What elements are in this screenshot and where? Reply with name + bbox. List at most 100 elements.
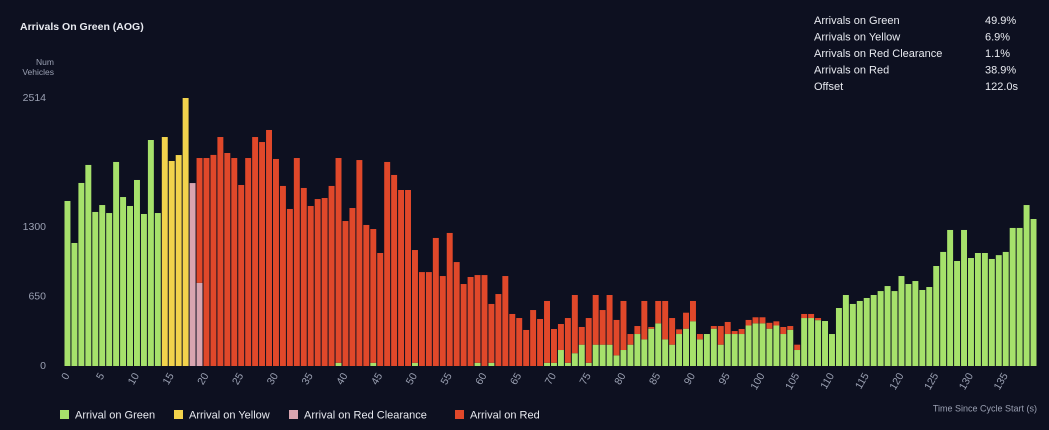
bar-segment: [738, 329, 745, 335]
bar-segment: [474, 362, 481, 366]
bar-segment: [516, 318, 523, 366]
x-tick-label: 135: [992, 371, 1011, 392]
bar-segment: [182, 98, 189, 366]
bar-segment: [690, 300, 696, 322]
bar-segment: [377, 253, 384, 366]
bar-segment: [745, 325, 752, 366]
bar-segment: [1002, 251, 1009, 366]
bar-segment: [453, 262, 460, 366]
bar-segment: [808, 318, 815, 366]
x-tick-label: 90: [682, 371, 698, 387]
bar-segment: [231, 158, 238, 366]
x-tick-label: 30: [265, 371, 281, 387]
bar-segment: [571, 353, 578, 366]
bar-segment: [439, 276, 446, 366]
bar-segment: [926, 287, 933, 366]
y-tick-label: 1300: [23, 221, 47, 233]
stat-label: Arrivals on Red Clearance: [814, 48, 942, 60]
bar-segment: [1023, 205, 1030, 366]
bar-segment: [766, 322, 773, 329]
bar-segment: [370, 362, 377, 366]
x-tick-label: 120: [887, 371, 906, 392]
bar-segment: [342, 221, 349, 366]
stat-label: Arrivals on Yellow: [814, 31, 900, 43]
bar-segment: [154, 213, 161, 366]
bar-segment: [488, 362, 495, 366]
bar-segment: [189, 183, 196, 366]
bar-segment: [662, 300, 669, 340]
bar-segment: [759, 317, 766, 324]
legend-label: Arrival on Red Clearance: [304, 409, 427, 421]
bar-segment: [759, 323, 766, 366]
x-tick-label: 15: [160, 371, 176, 387]
bar-segment: [745, 319, 752, 326]
legend-label: Arrival on Green: [75, 409, 155, 421]
bar-segment: [1030, 218, 1037, 366]
x-tick-label: 10: [126, 371, 142, 387]
bar-segment: [356, 160, 363, 366]
stat-label: Offset: [814, 81, 843, 93]
bar-segment: [870, 295, 877, 366]
bar-segment: [245, 158, 252, 366]
bar-segment: [815, 320, 822, 366]
bar-segment: [85, 164, 92, 366]
bar-segment: [731, 331, 738, 335]
bar-segment: [196, 158, 203, 283]
bar-segment: [314, 199, 321, 366]
bar-segment: [655, 323, 662, 366]
bar-segment: [488, 303, 495, 363]
bar-segment: [634, 334, 641, 366]
x-tick-label: 65: [508, 371, 524, 387]
bar-segment: [696, 334, 703, 340]
bar-segment: [175, 155, 182, 366]
bar-segment: [676, 329, 683, 335]
bar-segment: [210, 154, 217, 366]
bar-segment: [418, 272, 425, 366]
y-tick-label: 0: [40, 360, 46, 372]
bar-segment: [717, 344, 724, 366]
x-tick-label: 125: [922, 371, 941, 392]
bar-segment: [877, 291, 884, 366]
bar-segment: [703, 334, 710, 366]
bar-segment: [842, 295, 849, 366]
bar-segment: [599, 310, 606, 345]
bar-segment: [370, 229, 377, 363]
stat-label: Arrivals on Red: [814, 64, 889, 76]
bar-segment: [801, 313, 808, 319]
x-tick-label: 20: [195, 371, 211, 387]
bar-segment: [641, 300, 648, 340]
x-tick-label: 25: [230, 371, 246, 387]
bar-segment: [127, 205, 133, 366]
bar-segment: [481, 275, 488, 366]
x-tick-label: 75: [577, 371, 593, 387]
bar-segment: [752, 323, 759, 366]
x-tick-label: 70: [543, 371, 559, 387]
bar-segment: [710, 328, 717, 366]
bar-segment: [780, 326, 787, 335]
bar-segment: [585, 362, 592, 366]
bar-segment: [405, 189, 411, 366]
bar-segment: [238, 184, 245, 366]
bar-segment: [307, 205, 314, 366]
bar-segment: [738, 334, 745, 366]
x-tick-label: 45: [369, 371, 385, 387]
bar-segment: [724, 334, 731, 366]
x-tick-label: 0: [59, 371, 72, 382]
bar-segment: [780, 334, 787, 366]
bar-segment: [724, 321, 731, 335]
legend-swatch: [455, 410, 464, 419]
bar-segment: [557, 350, 564, 366]
bar-segment: [398, 189, 405, 366]
bar-segment: [384, 161, 391, 366]
bar-segment: [391, 174, 398, 366]
bar-segment: [71, 242, 78, 366]
x-tick-label: 105: [783, 371, 802, 392]
legend-swatch: [289, 410, 298, 419]
bar-segment: [905, 284, 912, 366]
bar-segment: [203, 158, 210, 366]
bar-segment: [412, 362, 418, 366]
bar-segment: [578, 344, 585, 366]
bar-segment: [92, 211, 99, 366]
bar-segment: [259, 142, 266, 366]
